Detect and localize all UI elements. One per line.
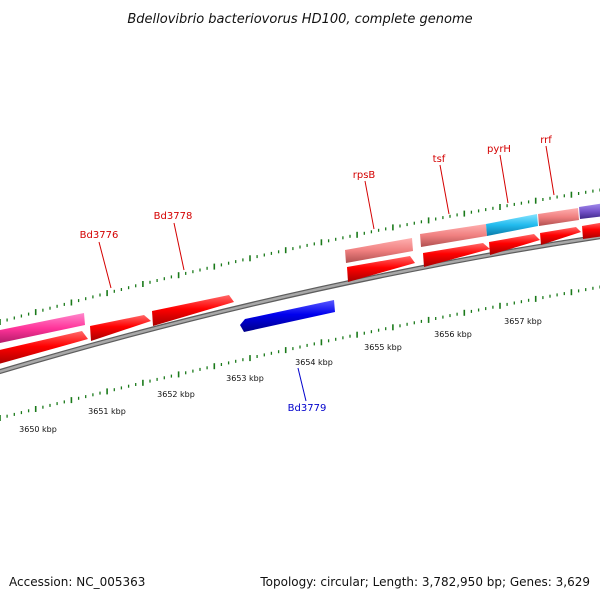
reverse-cds-arrow <box>240 300 335 332</box>
cog-feature-purple <box>579 203 600 219</box>
scale-label: 3652 kbp <box>157 390 195 399</box>
scale-label: 3657 kbp <box>504 317 542 326</box>
label-leaders <box>98 145 555 402</box>
cog-feature-cyan <box>486 214 538 236</box>
forward-cds-arrow <box>152 295 234 326</box>
cog-feature-salmon <box>538 208 579 226</box>
forward-cds-arrow <box>582 222 600 239</box>
gene-label-tsf: tsf <box>433 154 446 165</box>
cog-feature-salmon <box>420 224 487 247</box>
genome-backbone-highlight <box>0 235 600 373</box>
forward-cds-arrow <box>0 331 88 364</box>
scale-label: 3655 kbp <box>364 343 402 352</box>
gene-label-bd3776: Bd3776 <box>80 230 119 241</box>
reverse-tick-row <box>0 285 600 421</box>
scale-labels: 3650 kbp 3651 kbp 3652 kbp 3653 kbp 3654… <box>19 317 542 434</box>
cog-feature-salmon <box>345 238 413 263</box>
label-leader-tsf <box>439 164 450 215</box>
forward-cds-arrow <box>423 243 490 267</box>
cog-feature-pink <box>0 313 85 343</box>
gene-label-rpsb: rpsB <box>353 170 376 181</box>
scale-label: 3653 kbp <box>226 374 264 383</box>
label-leader-rrf <box>545 145 555 196</box>
scale-label: 3656 kbp <box>434 330 472 339</box>
gene-label-pyrh: pyrH <box>487 144 511 155</box>
genome-summary-text: Topology: circular; Length: 3,782,950 bp… <box>259 575 590 589</box>
scale-label: 3650 kbp <box>19 425 57 434</box>
forward-tick-row <box>0 188 600 325</box>
forward-cds-arrow <box>347 256 415 282</box>
scale-label: 3654 kbp <box>295 358 333 367</box>
gene-label-rrf: rrf <box>540 135 552 146</box>
forward-cds-arrow <box>90 315 151 341</box>
genome-backbone <box>0 234 600 375</box>
forward-cds-arrow <box>489 234 540 255</box>
scale-label: 3651 kbp <box>88 407 126 416</box>
forward-cds-arrow <box>540 227 581 245</box>
gene-label-bd3778: Bd3778 <box>154 211 193 222</box>
gene-label-bd3779: Bd3779 <box>288 403 327 414</box>
map-title: Bdellovibrio bacteriovorus HD100, comple… <box>127 12 472 27</box>
label-leader-rpsb <box>364 180 375 230</box>
label-leader-pyrh <box>499 154 509 204</box>
gene-labels: Bd3776 Bd3778 rpsB tsf pyrH rrf Bd3779 <box>80 135 553 414</box>
label-leader-bd3778 <box>173 222 185 271</box>
accession-text: Accession: NC_005363 <box>9 575 145 589</box>
label-leader-bd3779 <box>297 367 307 402</box>
label-leader-bd3776 <box>98 241 112 289</box>
